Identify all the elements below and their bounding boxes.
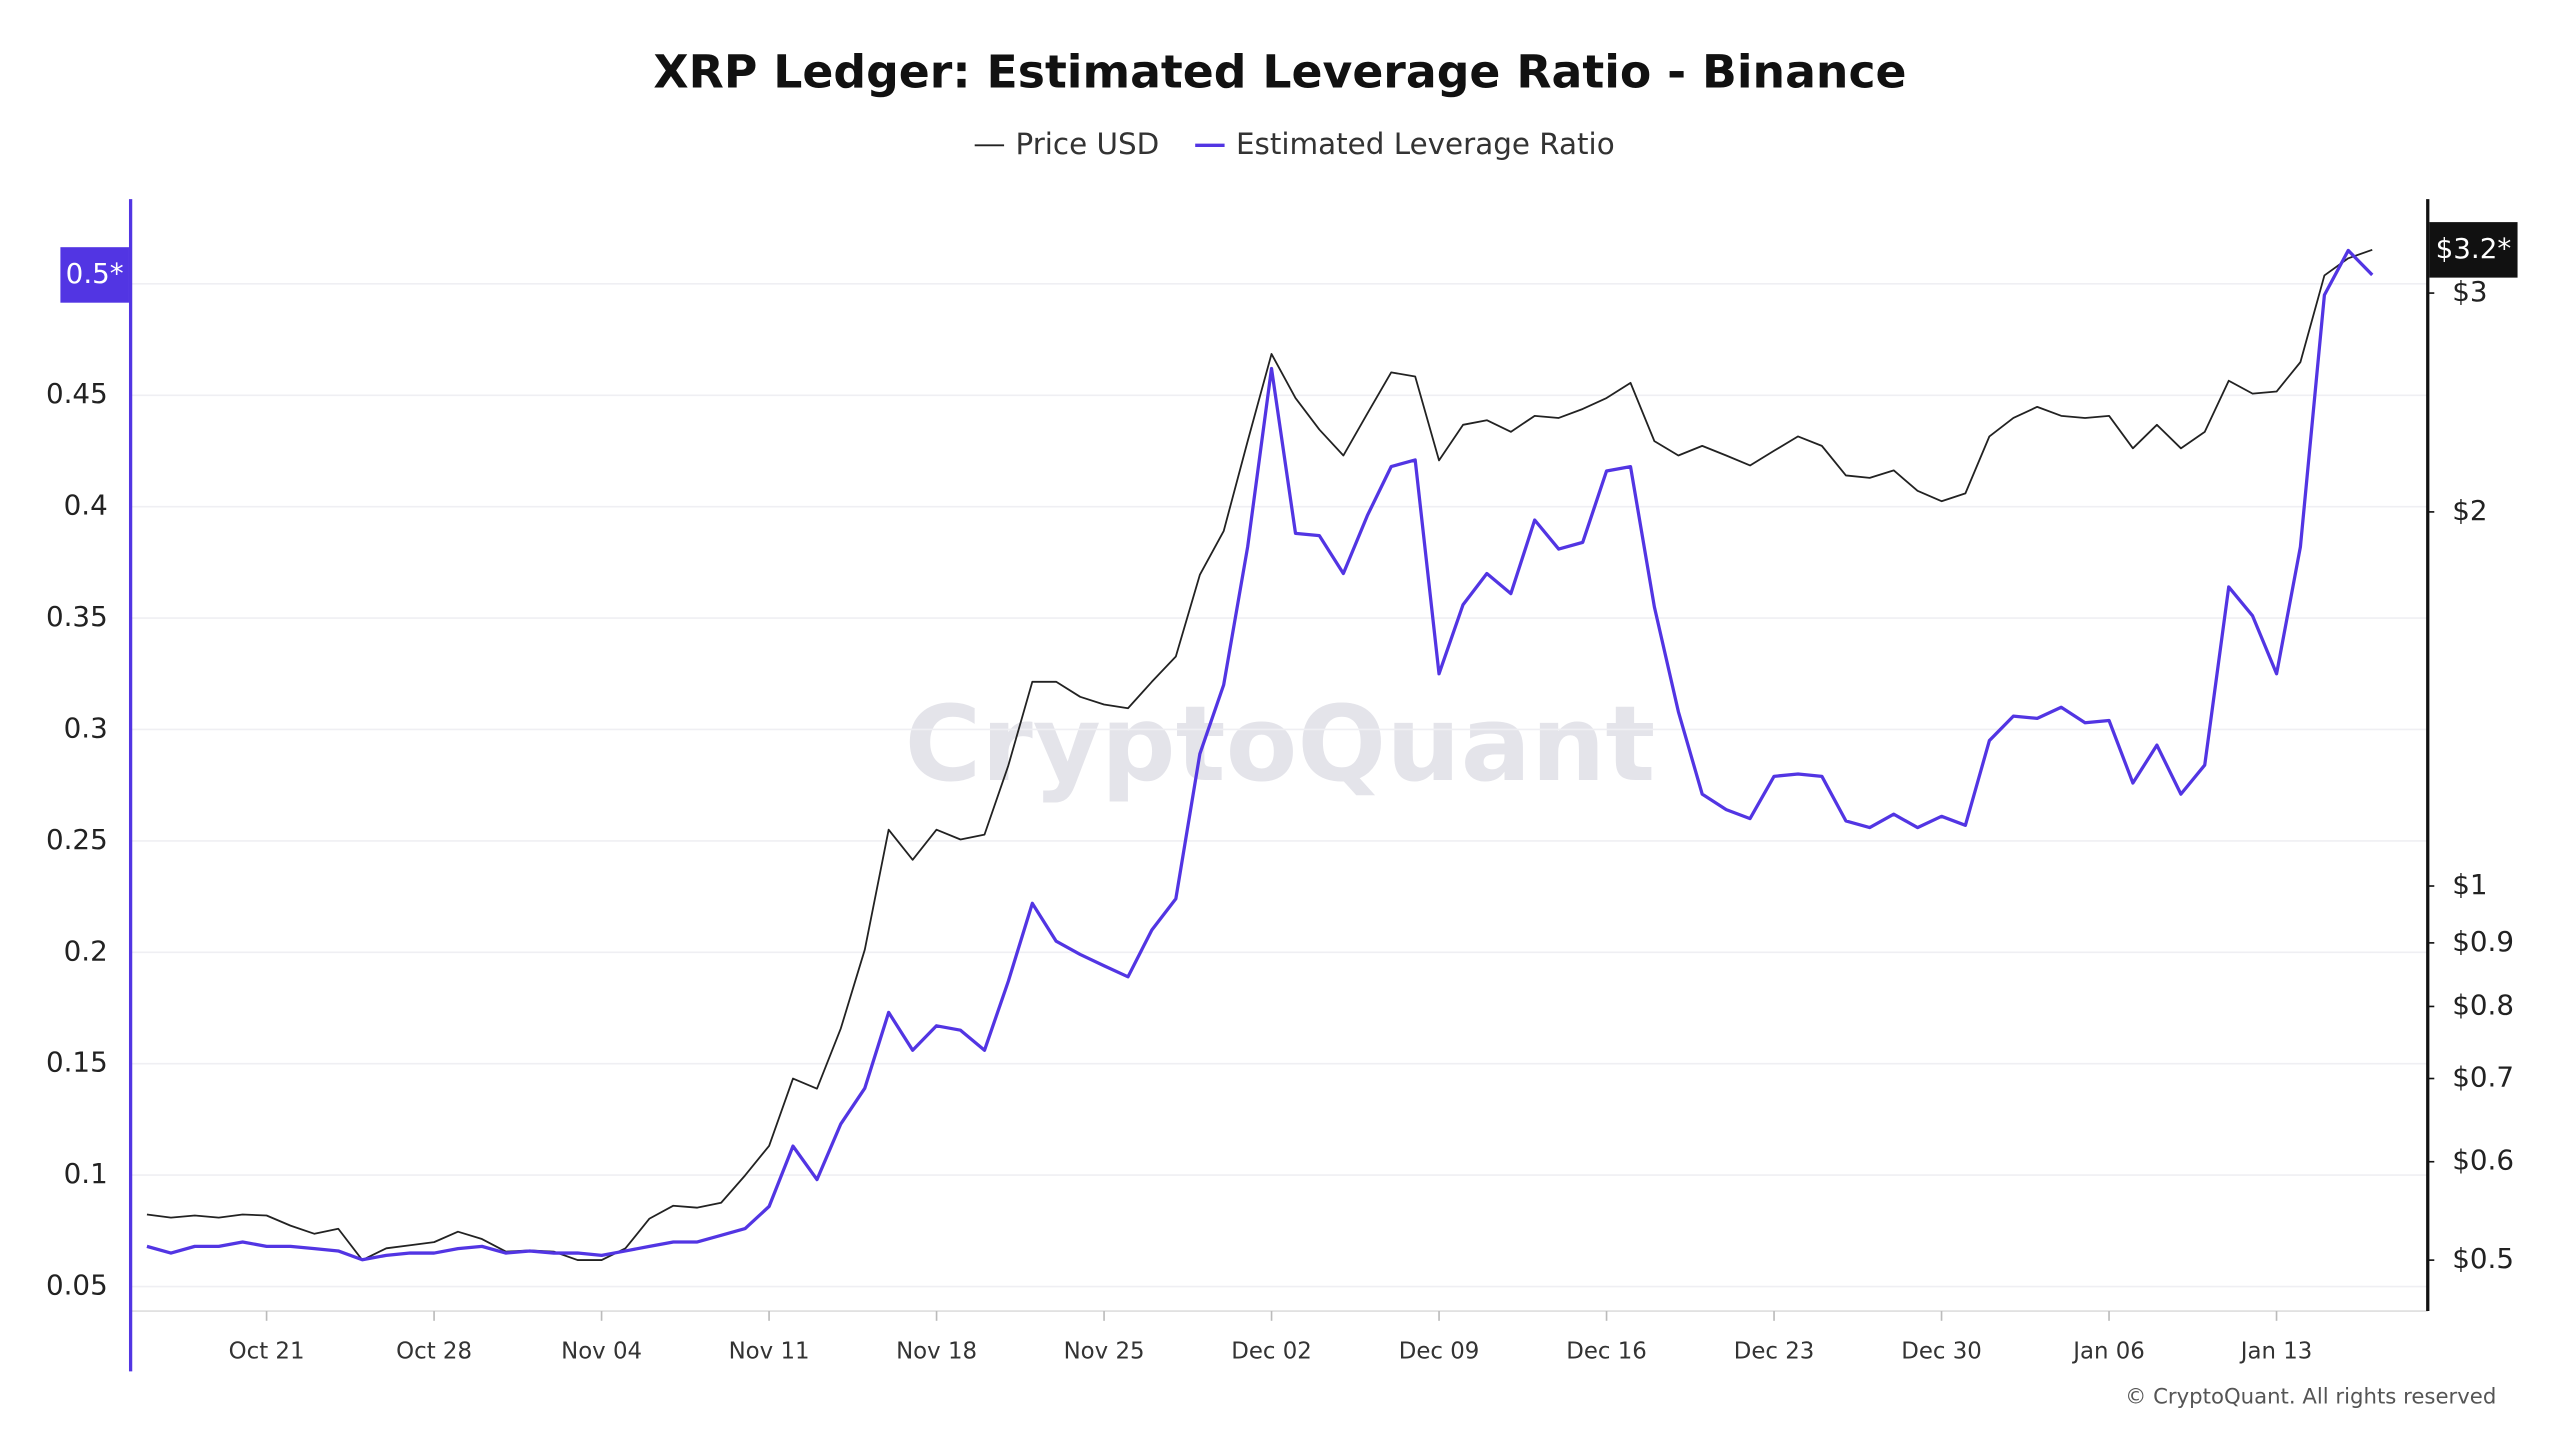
y-tick-label: 0.05 [46, 1269, 108, 1302]
y-tick-label: 0.4 [64, 489, 108, 522]
x-tick-label: Dec 09 [1399, 1338, 1480, 1364]
x-tick-label: Jan 06 [2071, 1338, 2145, 1364]
y2-badge-bg [2429, 222, 2518, 278]
x-tick-label: Nov 04 [561, 1338, 642, 1364]
x-tick-label: Oct 21 [229, 1338, 305, 1364]
y-tick-label: 0.25 [46, 823, 108, 856]
x-tick-label: Dec 02 [1231, 1338, 1312, 1364]
x-tick-label: Dec 23 [1734, 1338, 1815, 1364]
y2-tick-label: $0.8 [2452, 988, 2514, 1021]
y2-tick-label: $3 [2452, 275, 2487, 308]
watermark: CryptoQuant [905, 683, 1656, 805]
y-tick-label: 0.2 [64, 934, 108, 967]
x-tick-label: Dec 16 [1566, 1338, 1647, 1364]
x-tick-label: Nov 25 [1064, 1338, 1145, 1364]
x-tick-label: Nov 18 [896, 1338, 977, 1364]
y2-tick-label: $0.6 [2452, 1144, 2514, 1177]
x-tick-label: Nov 11 [729, 1338, 810, 1364]
y-tick-label: 0.1 [64, 1157, 108, 1190]
copyright: © CryptoQuant. All rights reserved [2125, 1385, 2496, 1410]
y-badge: 0.5* [66, 257, 124, 290]
y-tick-label: 0.35 [46, 600, 108, 633]
y2-badge: $3.2* [2436, 232, 2512, 265]
y2-tick-label: $0.5 [2452, 1242, 2514, 1275]
x-tick-label: Jan 13 [2239, 1338, 2313, 1364]
legend-label: Price USD [1016, 127, 1160, 161]
y-tick-label: 0.3 [64, 711, 108, 744]
y-badge-bg [60, 247, 129, 303]
legend-label: Estimated Leverage Ratio [1236, 127, 1615, 161]
y2-tick-label: $1 [2452, 868, 2487, 901]
x-tick-label: Dec 30 [1901, 1338, 1982, 1364]
y-tick-label: 0.15 [46, 1046, 108, 1079]
x-tick-label: Oct 28 [396, 1338, 472, 1364]
y2-tick-label: $0.9 [2452, 925, 2514, 958]
y2-tick-label: $2 [2452, 494, 2487, 527]
chart-title: XRP Ledger: Estimated Leverage Ratio - B… [653, 46, 1906, 99]
y2-tick-label: $0.7 [2452, 1061, 2514, 1094]
series-line [146, 248, 2374, 1262]
y-tick-label: 0.45 [46, 377, 108, 410]
